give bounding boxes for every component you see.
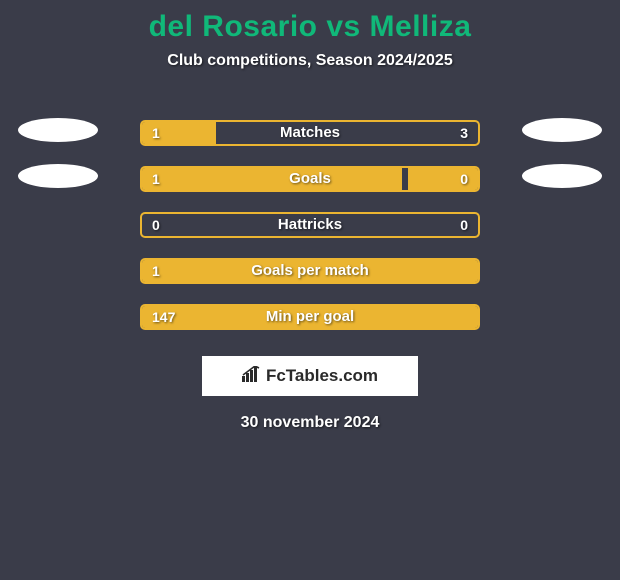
stat-bar: 10Goals (140, 166, 480, 192)
stat-row: 147Min per goal (0, 292, 620, 338)
stat-row: 1Goals per match (0, 246, 620, 292)
source-logo: FcTables.com (202, 356, 418, 396)
stat-row: 00Hattricks (0, 200, 620, 246)
bar-chart-icon (242, 366, 262, 387)
logo-text: FcTables.com (242, 366, 378, 387)
stat-bar: 1Goals per match (140, 258, 480, 284)
player-badge-right (522, 118, 602, 142)
stat-label: Goals (142, 168, 478, 190)
stats-list: 13Matches 10Goals 00Hattricks 1Goals per ma… (0, 108, 620, 338)
comparison-infographic: del Rosario vs Melliza Club competitions… (0, 0, 620, 580)
page-subtitle: Club competitions, Season 2024/2025 (0, 52, 620, 70)
stat-bar: 147Min per goal (140, 304, 480, 330)
logo-label: FcTables.com (266, 366, 378, 386)
date-label: 30 november 2024 (0, 414, 620, 432)
player-badge-left (18, 118, 98, 142)
stat-label: Min per goal (142, 306, 478, 328)
stat-bar: 13Matches (140, 120, 480, 146)
stat-label: Goals per match (142, 260, 478, 282)
stat-row: 10Goals (0, 154, 620, 200)
stat-bar: 00Hattricks (140, 212, 480, 238)
player-badge-right (522, 164, 602, 188)
page-title: del Rosario vs Melliza (0, 0, 620, 44)
stat-label: Matches (142, 122, 478, 144)
player-badge-left (18, 164, 98, 188)
stat-label: Hattricks (142, 214, 478, 236)
stat-row: 13Matches (0, 108, 620, 154)
